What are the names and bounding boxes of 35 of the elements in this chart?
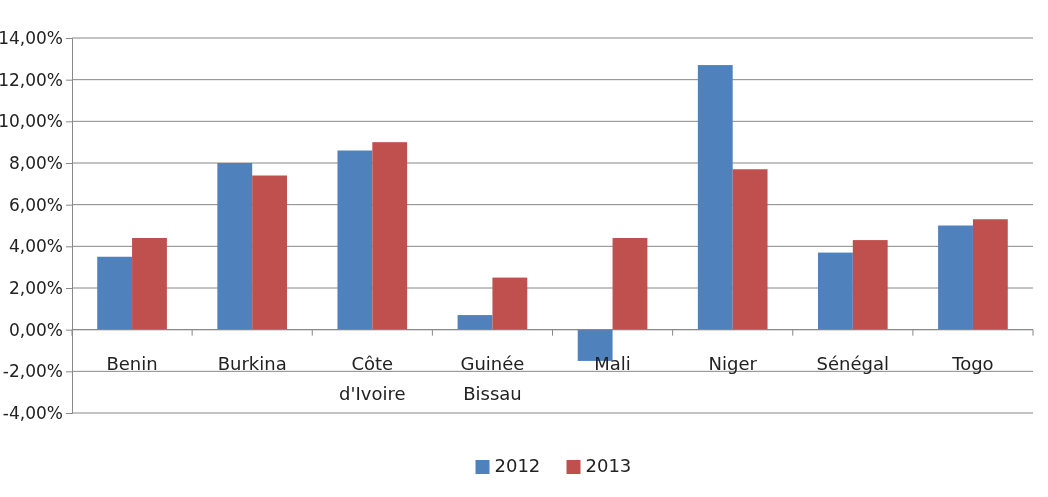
x-tick-label: Niger bbox=[708, 352, 758, 374]
bar bbox=[457, 315, 493, 330]
y-tick-label: 4,00% bbox=[8, 236, 63, 257]
y-tick-label: 14,00% bbox=[0, 27, 63, 48]
x-tick-label: Togo bbox=[951, 352, 994, 374]
bar bbox=[252, 175, 288, 330]
bar bbox=[938, 225, 973, 330]
bar bbox=[372, 142, 408, 330]
y-tick-label: 2,00% bbox=[8, 277, 63, 298]
y-tick-label: -4,00% bbox=[2, 402, 63, 423]
bar bbox=[972, 219, 1008, 330]
legend-label: 2012 bbox=[494, 455, 541, 476]
bar bbox=[217, 163, 253, 330]
legend-label: 2013 bbox=[585, 455, 632, 476]
y-tick-label: -2,00% bbox=[2, 361, 63, 382]
x-tick-label: Burkina bbox=[217, 352, 287, 374]
bar bbox=[97, 256, 133, 330]
bar bbox=[132, 238, 167, 330]
bar bbox=[337, 150, 373, 330]
bar bbox=[852, 240, 888, 330]
bar bbox=[732, 169, 768, 330]
x-tick-label: Benin bbox=[106, 352, 158, 374]
y-tick-label: 0,00% bbox=[8, 319, 63, 340]
x-tick-label: Sénégal bbox=[816, 352, 890, 374]
y-tick-label: 10,00% bbox=[0, 111, 63, 132]
bar bbox=[612, 238, 648, 330]
y-tick-label: 12,00% bbox=[0, 69, 63, 90]
x-tick-label: Guinée Bissau bbox=[460, 352, 525, 404]
bar bbox=[817, 252, 853, 330]
x-tick-label: Mali bbox=[594, 352, 631, 374]
bar bbox=[492, 277, 528, 330]
y-tick-label: 6,00% bbox=[8, 194, 63, 215]
bar bbox=[697, 65, 733, 330]
y-tick-label: 8,00% bbox=[8, 152, 63, 173]
x-tick-label: Côte d'Ivoire bbox=[339, 352, 406, 404]
